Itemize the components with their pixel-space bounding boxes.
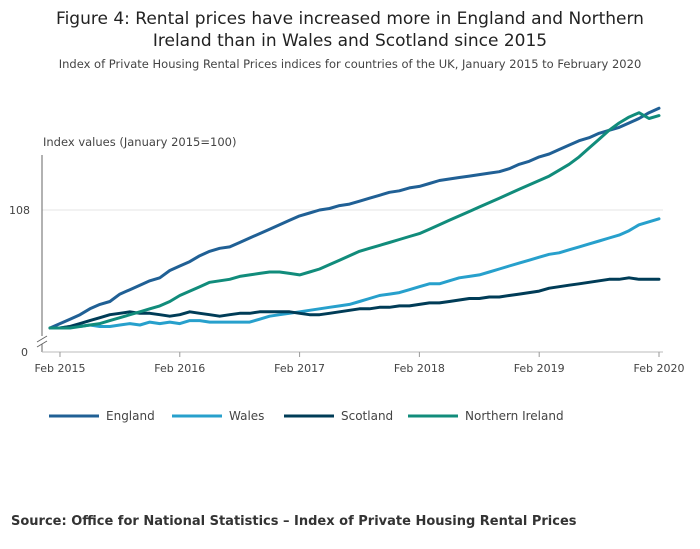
chart-title-line-2: Ireland than in Wales and Scotland since…	[152, 31, 548, 51]
y-tick-label: 0	[21, 346, 28, 359]
x-tick-label: Feb 2019	[514, 362, 565, 375]
legend-item-wales[interactable]: Wales	[172, 409, 264, 423]
axis-break-mark	[36, 340, 48, 348]
legend-label: England	[106, 409, 155, 423]
legend-item-england[interactable]: England	[49, 409, 155, 423]
source-note: Source: Office for National Statistics –…	[11, 514, 577, 529]
series-line-scotland	[48, 276, 661, 330]
y-tick-label: 108	[9, 204, 30, 217]
x-tick-label: Feb 2020	[634, 362, 685, 375]
chart-title: Figure 4: Rental prices have increased m…	[0, 8, 700, 52]
chart-title-line-1: Figure 4: Rental prices have increased m…	[56, 9, 644, 29]
axis-layer: Index values (January 2015=100) 108 0 Feb 2…	[9, 135, 684, 375]
legend-label: Northern Ireland	[465, 409, 564, 423]
legend-layer: England Wales Scotland Northern Ireland	[49, 409, 564, 423]
x-tick-label: Feb 2016	[154, 362, 205, 375]
y-axis-label: Index values (January 2015=100)	[43, 135, 236, 149]
legend-item-scotland[interactable]: Scotland	[284, 409, 393, 423]
series-line-england	[48, 106, 661, 330]
axis-break-gap	[36, 336, 48, 344]
x-tick-label: Feb 2018	[394, 362, 445, 375]
x-tick-label: Feb 2015	[34, 362, 85, 375]
series-line-wales	[48, 217, 661, 330]
chart-subtitle: Index of Private Housing Rental Prices i…	[58, 57, 642, 71]
axis-break-mark	[36, 335, 48, 343]
x-tick-label: Feb 2017	[274, 362, 325, 375]
legend-label: Scotland	[341, 409, 393, 423]
legend-item-northern-ireland[interactable]: Northern Ireland	[408, 409, 564, 423]
series-line-northern-ireland	[48, 111, 661, 330]
legend-label: Wales	[229, 409, 264, 423]
series-layer	[48, 106, 661, 330]
